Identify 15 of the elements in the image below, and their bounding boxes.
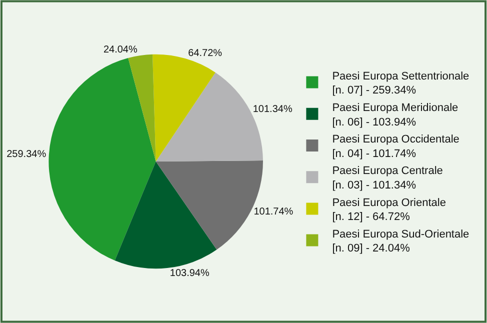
legend-label: Paesi Europa Sud-Orientale [n. 09] - 24.04%: [332, 228, 470, 255]
legend-label: Paesi Europa Centrale [n. 03] - 101.34%: [332, 165, 443, 192]
data-label: 101.34%: [252, 104, 292, 115]
legend-label: Paesi Europa Meridionale [n. 06] - 103.94%: [332, 102, 458, 128]
pie-slice: [114, 162, 217, 269]
pie-slice: [128, 54, 156, 162]
data-label: 24.04%: [103, 44, 138, 56]
pie-slice: [48, 58, 156, 260]
data-label: 103.94%: [170, 268, 210, 279]
legend-label: Paesi Europa Occidentale [n. 04] - 101.74%: [332, 134, 460, 160]
data-label: 259.34%: [6, 148, 46, 160]
data-label: 101.74%: [254, 206, 294, 218]
legend-label: Paesi Europa Orientale [n. 12] - 64.72%: [332, 196, 446, 224]
data-label: 64.72%: [188, 48, 222, 59]
legend-label: Paesi Europa Settentrionale [n. 07] - 259.34%: [332, 70, 470, 97]
